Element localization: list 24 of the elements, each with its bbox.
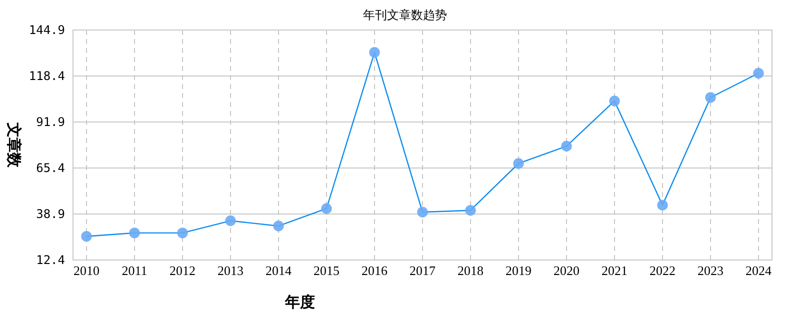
y-tick-label: 38.9 [36, 206, 65, 221]
x-tick-label: 2017 [410, 263, 436, 278]
x-tick-label: 2020 [554, 263, 580, 278]
x-tick-label: 2016 [362, 263, 388, 278]
x-tick-label: 2014 [266, 263, 292, 278]
y-tick-label: 144.9 [28, 22, 65, 37]
y-tick-label: 65.4 [36, 160, 65, 175]
x-tick-label: 2015 [314, 263, 340, 278]
x-tick-label: 2023 [698, 263, 724, 278]
x-axis-title: 年度 [284, 293, 315, 311]
y-tick-label: 118.4 [28, 68, 65, 83]
x-tick-label: 2019 [506, 263, 532, 278]
y-axis-title: 文章数 [5, 122, 23, 168]
x-tick-label: 2022 [650, 263, 676, 278]
x-tick-label: 2011 [122, 263, 148, 278]
x-tick-label: 2010 [74, 263, 100, 278]
x-tick-label: 2018 [458, 263, 484, 278]
y-tick-label: 12.4 [36, 252, 65, 267]
x-tick-label: 2024 [746, 263, 772, 278]
x-tick-label: 2013 [218, 263, 244, 278]
x-tick-label: 2012 [170, 263, 196, 278]
x-tick-label: 2021 [602, 263, 628, 278]
chart-title: 年刊文章数趋势 [363, 8, 447, 22]
y-tick-label: 91.9 [36, 114, 65, 129]
